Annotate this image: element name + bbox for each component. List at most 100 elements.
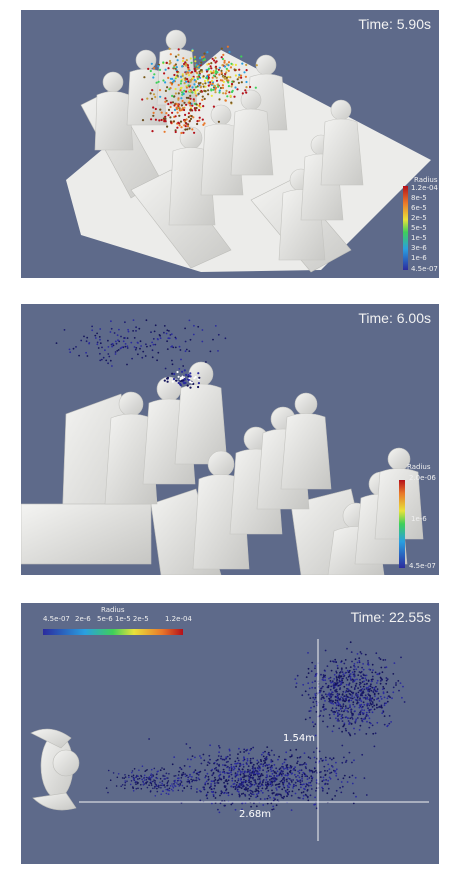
particle bbox=[163, 325, 166, 327]
particle bbox=[233, 765, 235, 768]
particle bbox=[162, 79, 165, 82]
particle bbox=[355, 682, 358, 685]
particle bbox=[243, 778, 245, 781]
particle bbox=[203, 52, 206, 55]
particle bbox=[281, 774, 283, 777]
particle bbox=[282, 777, 285, 780]
particle bbox=[243, 71, 246, 74]
particle bbox=[185, 86, 188, 89]
particle bbox=[321, 786, 323, 789]
particle bbox=[184, 773, 187, 775]
particle bbox=[164, 68, 167, 71]
colorbar-tick: 5e-5 bbox=[411, 224, 427, 232]
particle bbox=[234, 785, 237, 788]
particle bbox=[258, 769, 261, 772]
particle bbox=[366, 720, 368, 723]
particle bbox=[339, 671, 341, 674]
particle bbox=[173, 756, 176, 758]
particle bbox=[338, 720, 340, 722]
particle bbox=[195, 776, 198, 779]
particle bbox=[135, 347, 138, 349]
particle bbox=[179, 784, 181, 786]
particle bbox=[343, 722, 346, 725]
particle bbox=[168, 787, 171, 790]
particle bbox=[178, 368, 181, 370]
particle bbox=[385, 679, 388, 682]
particle bbox=[237, 76, 241, 79]
particle bbox=[181, 790, 184, 792]
particle bbox=[377, 692, 380, 695]
particle bbox=[354, 658, 357, 661]
particle bbox=[351, 714, 354, 717]
particle bbox=[247, 770, 250, 773]
particle bbox=[218, 98, 221, 101]
particle bbox=[152, 338, 155, 340]
particle bbox=[140, 784, 142, 786]
particle bbox=[217, 779, 220, 781]
particle bbox=[199, 81, 202, 85]
particle bbox=[166, 340, 169, 343]
particle bbox=[172, 120, 176, 123]
particle bbox=[254, 86, 257, 89]
particle bbox=[107, 353, 110, 355]
particle bbox=[324, 674, 326, 677]
particle bbox=[133, 768, 136, 770]
particle bbox=[308, 782, 310, 784]
particle bbox=[213, 782, 216, 784]
particle bbox=[291, 790, 294, 793]
particle bbox=[375, 652, 378, 655]
particle bbox=[367, 660, 369, 662]
particle bbox=[334, 770, 337, 772]
particle bbox=[321, 685, 324, 688]
particle bbox=[339, 698, 341, 700]
particle bbox=[209, 65, 212, 68]
particle bbox=[161, 782, 163, 785]
particle bbox=[146, 97, 149, 100]
particle bbox=[243, 788, 246, 791]
particle bbox=[315, 779, 318, 781]
particle bbox=[311, 661, 314, 664]
particle bbox=[159, 108, 162, 111]
particle bbox=[194, 769, 197, 772]
particle bbox=[341, 744, 344, 747]
particle bbox=[357, 666, 360, 668]
mannequin bbox=[174, 361, 228, 465]
particle bbox=[344, 700, 347, 703]
particle bbox=[96, 341, 99, 344]
particle bbox=[131, 775, 133, 778]
particle bbox=[133, 346, 136, 348]
particle bbox=[211, 791, 214, 794]
particle bbox=[183, 124, 186, 127]
particle bbox=[262, 780, 264, 782]
particle bbox=[160, 118, 163, 122]
particle bbox=[177, 783, 179, 786]
particle bbox=[256, 759, 259, 762]
particle bbox=[292, 787, 294, 789]
particle bbox=[350, 711, 353, 713]
particle bbox=[183, 382, 186, 385]
particle bbox=[206, 51, 209, 54]
plume-top-view bbox=[30, 629, 429, 841]
particle bbox=[342, 690, 345, 693]
particle bbox=[165, 772, 168, 775]
particle bbox=[371, 686, 374, 689]
particle bbox=[193, 324, 195, 327]
colorbar-tick: 4.5e-07 bbox=[43, 615, 70, 623]
particle bbox=[201, 83, 204, 86]
particle bbox=[247, 768, 249, 771]
particle bbox=[387, 724, 389, 727]
particle bbox=[392, 691, 395, 694]
particle bbox=[86, 355, 89, 357]
particle bbox=[143, 779, 146, 781]
particle bbox=[331, 693, 334, 696]
particle bbox=[350, 651, 353, 653]
particle bbox=[185, 122, 188, 125]
colorbar-tick: 1e-6 bbox=[411, 254, 427, 262]
particle bbox=[290, 794, 293, 797]
particle bbox=[236, 786, 238, 788]
particle bbox=[336, 690, 338, 693]
particle bbox=[239, 772, 242, 774]
particle bbox=[295, 682, 298, 685]
particle bbox=[279, 793, 282, 796]
particle bbox=[137, 342, 139, 344]
